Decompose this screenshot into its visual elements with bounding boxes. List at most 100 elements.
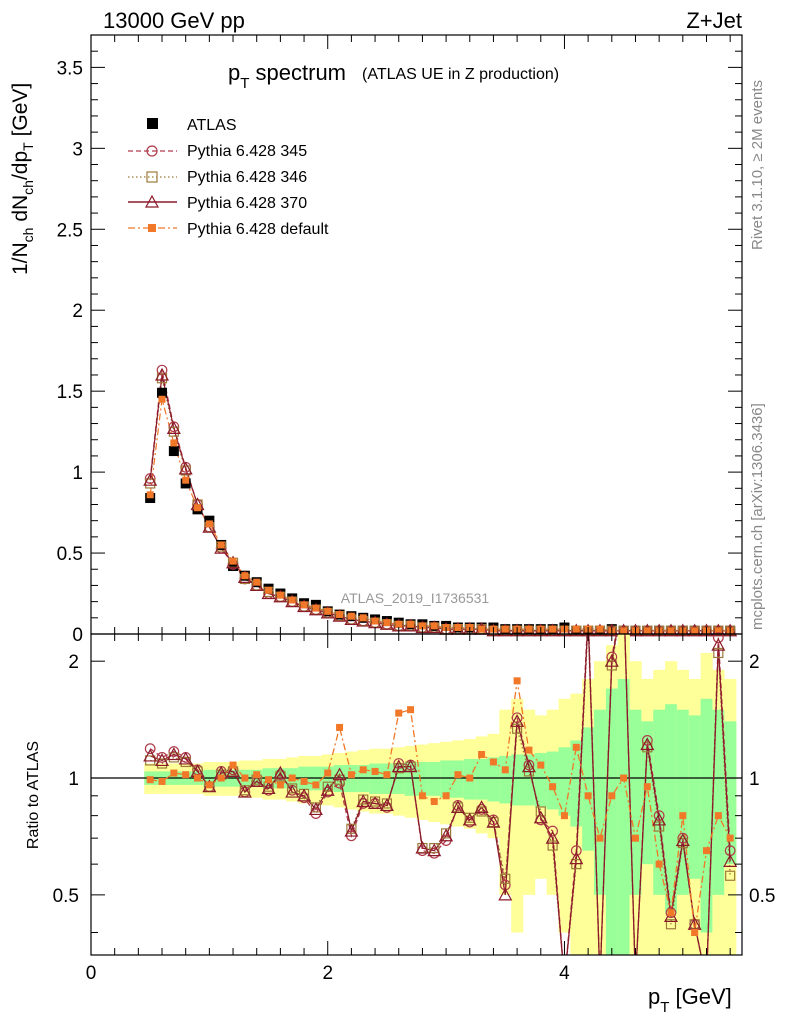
ratio-point-345 [144,743,156,755]
ratio-point-370 [320,783,335,796]
legend-item-345: Pythia 6.428 345 [128,143,307,160]
legend-label-346: Pythia 6.428 346 [187,169,307,186]
point-default [395,620,403,628]
legend-item-346: Pythia 6.428 346 [128,169,307,186]
ratio-point-default [146,776,154,784]
axes-frames: 0 0.5 1 1.5 2 2.5 3 3.5 0.5 0.5 1 1 2 2 0 2 4 [53,34,775,984]
point-default [407,620,415,628]
ratio-point-default [359,766,367,774]
point-default [265,586,273,594]
ratio-point-default [596,834,604,842]
ratio-ytick-label: 1 [68,769,79,790]
ratio-point-370 [308,802,323,816]
ratio-point-370 [604,653,619,667]
band-green [665,704,678,913]
legend-label-atlas: ATLAS [187,117,237,134]
ratio-ylabel: Ratio to ATLAS [25,741,42,849]
legend-marker-370 [144,194,160,208]
ratio-point-default [383,771,391,779]
ratio-point-default [217,774,225,782]
ratio-point-345 [653,810,665,822]
ratio-point-345 [547,825,559,837]
band-green [724,721,737,865]
ratio-point-default [194,774,202,782]
point-default [158,395,166,403]
legend-marker-346 [146,171,158,183]
ratio-point-default [371,767,379,775]
ratio-frame [90,633,743,956]
header-energy: 13000 GeV pp [103,8,245,33]
ratio-point-370 [285,784,300,798]
point-default [241,572,249,580]
point-default [691,627,699,635]
band-green [416,761,429,796]
ratio-point-346 [665,919,677,930]
point-default [478,625,486,633]
header-process: Z+Jet [686,8,742,33]
ratio-point-default [537,761,545,769]
point-default [359,614,367,622]
band-green [440,760,453,798]
ratio-point-345 [606,651,618,663]
legend-item-370: Pythia 6.428 370 [128,194,307,212]
point-default [229,557,237,565]
point-370 [166,421,181,434]
point-default [288,596,296,604]
ratio-point-370 [166,747,181,761]
point-default [217,541,225,549]
ratio-point-370 [356,794,371,808]
point-345 [156,364,168,376]
ratio-point-370 [273,765,288,779]
point-default [620,627,628,635]
ratio-point-370 [297,788,312,802]
ratio-point-default [324,769,332,777]
legend-item-atlas: ATLAS [147,117,237,134]
point-default [549,625,557,633]
band-green [499,755,512,804]
ratio-point-default [430,798,438,806]
point-default [572,625,580,633]
ratio-point-346 [547,840,558,851]
ratio-point-346 [476,806,487,817]
point-default [714,627,722,635]
ratio-point-370 [510,714,525,727]
ratio-point-345 [570,845,582,857]
ratio-point-default [560,812,568,820]
ratio-panel [91,632,742,955]
ratio-point-370 [711,637,726,651]
point-default [418,622,426,630]
band-green [617,678,630,955]
legend-label-345: Pythia 6.428 345 [187,143,307,160]
ratio-point-370 [640,737,655,751]
ratio-point-370 [344,823,359,837]
point-370 [143,472,158,486]
ratio-point-370 [462,812,477,826]
ratio-point-345 [310,808,322,819]
ratio-point-default [442,792,450,800]
point-default [312,604,320,612]
legend-label-370: Pythia 6.428 370 [187,195,307,212]
ratio-point-346 [287,783,298,794]
ratio-ytick-label-right: 1 [749,769,760,790]
ratio-point-default [691,928,699,936]
point-default [182,476,190,484]
ratio-point-default [182,771,190,779]
point-default [347,612,355,620]
ratio-point-370 [143,748,158,762]
ratio-point-370 [226,764,241,778]
ratio-point-370 [415,840,430,854]
point-default [667,627,675,635]
spectrum-ytick-label: 1.5 [57,382,83,403]
ratio-point-default [726,834,734,842]
ratio-point-default [489,758,497,766]
ratio-point-370 [474,800,489,814]
ratio-ytick-label-right: 2 [749,652,760,673]
spectrum-ytick-label: 0 [72,625,83,646]
ratio-ytick-label: 2 [68,652,79,673]
ratio-point-346 [500,873,511,884]
ratio-point-default [714,812,722,820]
point-default [596,625,604,633]
ratio-point-370 [652,812,667,826]
ratio-point-default [631,834,639,842]
ratio-point-default [655,860,663,868]
